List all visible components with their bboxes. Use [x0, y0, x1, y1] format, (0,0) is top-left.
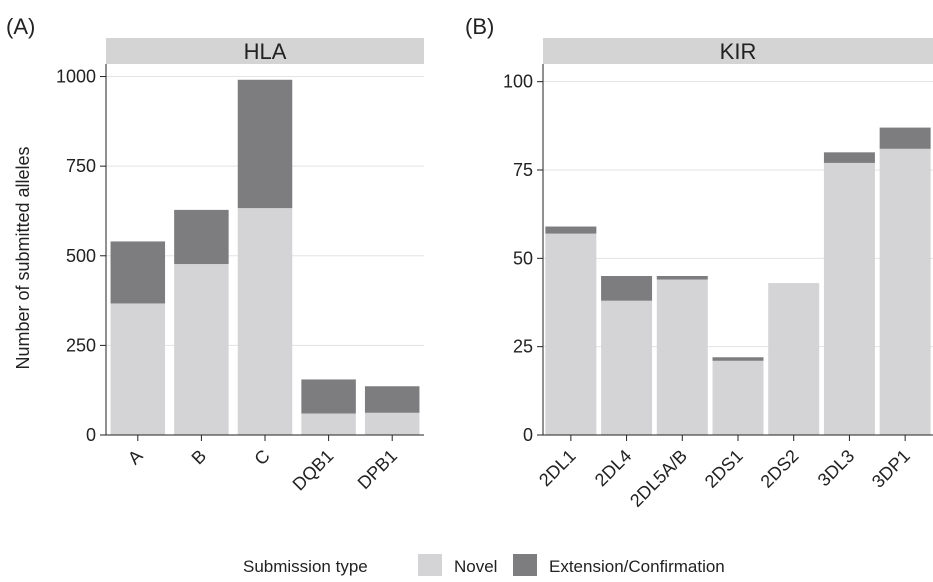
x-tick-label-2dl1: 2DL1 [535, 446, 580, 491]
y-tick-label: 25 [513, 337, 533, 357]
y-tick-label: 50 [513, 248, 533, 268]
bar-2dl1-novel [545, 233, 597, 435]
x-tick-label-a: A [124, 446, 147, 469]
bar-2dl5a-b-novel [656, 279, 708, 435]
y-tick-label: 750 [66, 156, 96, 176]
y-axis-hla: 0 250 500 750 1000 [56, 64, 107, 445]
bar-3dl3-novel [823, 162, 875, 435]
strip-label-hla: HLA [244, 39, 287, 64]
bar-3dp1-novel [879, 148, 931, 436]
bar-c-novel [237, 208, 293, 435]
bar-2ds2-novel [768, 283, 820, 435]
x-tick-label-2ds2: 2DS2 [757, 446, 803, 492]
bar-a-novel [110, 303, 166, 435]
bar-3dp1-extension [879, 127, 931, 149]
y-tick-label: 250 [66, 335, 96, 355]
x-axis-hla: A B C DQB1 DPB1 [106, 434, 424, 495]
legend-title: Submission type [243, 557, 368, 576]
bar-2dl4-extension [601, 276, 653, 301]
strip-hla [106, 38, 424, 64]
y-tick-label: 1000 [56, 67, 96, 87]
x-tick-label-2dl5a-b: 2DL5A/B [626, 446, 691, 511]
x-tick-label-dqb1: DQB1 [289, 446, 338, 495]
x-tick-label-2ds1: 2DS1 [701, 446, 747, 492]
y-tick-label: 75 [513, 160, 533, 180]
bar-dqb1-extension [301, 379, 356, 414]
legend-swatch-extension [513, 554, 537, 576]
legend-label-extension: Extension/Confirmation [549, 557, 725, 576]
bar-b-novel [174, 264, 229, 435]
bars-kir [545, 127, 931, 436]
legend: Submission type Novel Extension/Confirma… [243, 554, 725, 576]
legend-label-novel: Novel [454, 557, 497, 576]
bar-c-extension [237, 79, 293, 209]
bar-a-extension [110, 241, 166, 304]
bar-3dl3-extension [823, 152, 875, 163]
bar-2dl1-extension [545, 226, 597, 234]
y-tick-label: 0 [86, 425, 96, 445]
y-axis-title: Number of submitted alleles [13, 146, 33, 369]
bar-dqb1-novel [301, 413, 356, 435]
panel-label-b: (B) [465, 14, 494, 39]
panel-hla: (A) HLA 0 250 500 750 1000 A B C DQB1 DPB1 Numbe… [6, 14, 424, 494]
y-tick-label: 500 [66, 246, 96, 266]
bar-dpb1-extension [364, 386, 420, 413]
x-tick-label-b: B [188, 446, 211, 469]
bar-b-extension [174, 209, 229, 265]
x-tick-label-3dp1: 3DP1 [868, 446, 914, 492]
strip-kir [543, 38, 933, 64]
strip-label-kir: KIR [720, 39, 757, 64]
y-tick-label: 0 [523, 425, 533, 445]
y-tick-label: 100 [503, 72, 533, 92]
bar-dpb1-novel [364, 412, 420, 435]
x-tick-label-dpb1: DPB1 [354, 446, 401, 493]
bar-2ds1-extension [712, 357, 764, 361]
panel-label-a: (A) [6, 14, 35, 39]
x-tick-label-2dl4: 2DL4 [591, 446, 636, 491]
bar-2dl5a-b-extension [656, 276, 708, 280]
bar-2dl4-novel [601, 300, 653, 435]
bar-2ds1-novel [712, 360, 764, 435]
y-axis-kir: 0 25 50 75 100 [503, 64, 544, 445]
x-tick-label-3dl3: 3DL3 [814, 446, 859, 491]
legend-swatch-novel [418, 554, 442, 576]
x-tick-label-c: C [250, 446, 273, 469]
bars-hla [110, 79, 420, 435]
